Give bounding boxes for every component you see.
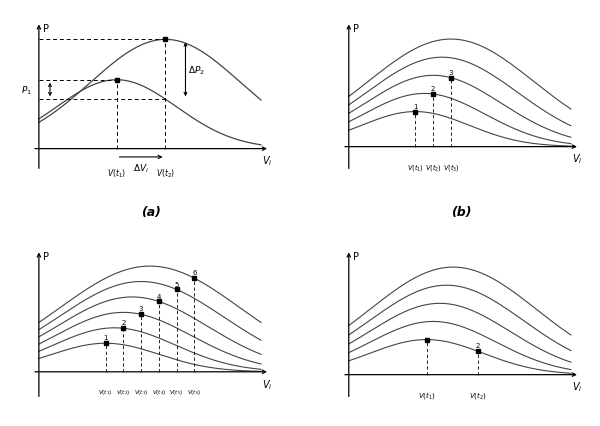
Text: $V_i$: $V_i$ <box>572 152 583 166</box>
Text: $\Delta P_2$: $\Delta P_2$ <box>188 64 205 76</box>
Text: $\Delta V_i$: $\Delta V_i$ <box>133 162 149 175</box>
Text: 4: 4 <box>157 293 161 299</box>
Text: $V(t_2)$: $V(t_2)$ <box>156 167 175 179</box>
Text: 1: 1 <box>103 334 108 340</box>
Text: P: P <box>353 251 359 261</box>
Text: $V(t_1)$: $V(t_1)$ <box>107 167 126 179</box>
Text: $V(t_3)$: $V(t_3)$ <box>443 161 460 172</box>
Text: $V_i$: $V_i$ <box>572 380 583 393</box>
Text: $V(t_1)$: $V(t_1)$ <box>98 387 113 396</box>
Text: $V_i$: $V_i$ <box>262 377 273 391</box>
Text: 2: 2 <box>475 343 480 348</box>
Text: $V(t_4)$: $V(t_4)$ <box>152 387 166 396</box>
Text: P: P <box>353 23 359 34</box>
Text: $V(t_3)$: $V(t_3)$ <box>134 387 148 396</box>
Text: (a): (a) <box>141 205 161 219</box>
Text: $P_1$: $P_1$ <box>21 84 32 96</box>
Text: $V(t_6)$: $V(t_6)$ <box>187 387 202 396</box>
Text: P: P <box>43 251 49 261</box>
Text: $V(t_2)$: $V(t_2)$ <box>116 387 130 396</box>
Text: 6: 6 <box>192 270 197 276</box>
Text: 5: 5 <box>175 281 179 287</box>
Text: 3: 3 <box>449 69 453 75</box>
Text: $V(t_2)$: $V(t_2)$ <box>469 389 487 400</box>
Text: 1: 1 <box>413 104 418 109</box>
Text: $V_i$: $V_i$ <box>262 154 273 168</box>
Text: $V(t_1)$: $V(t_1)$ <box>407 161 424 172</box>
Text: 3: 3 <box>139 306 143 312</box>
Text: $V(t_2)$: $V(t_2)$ <box>425 161 442 172</box>
Text: P: P <box>43 24 49 34</box>
Text: (b): (b) <box>451 205 471 219</box>
Text: 2: 2 <box>121 320 125 325</box>
Text: 2: 2 <box>431 86 436 92</box>
Text: $V(t_5)$: $V(t_5)$ <box>169 387 184 396</box>
Text: $V(t_1)$: $V(t_1)$ <box>418 389 436 400</box>
